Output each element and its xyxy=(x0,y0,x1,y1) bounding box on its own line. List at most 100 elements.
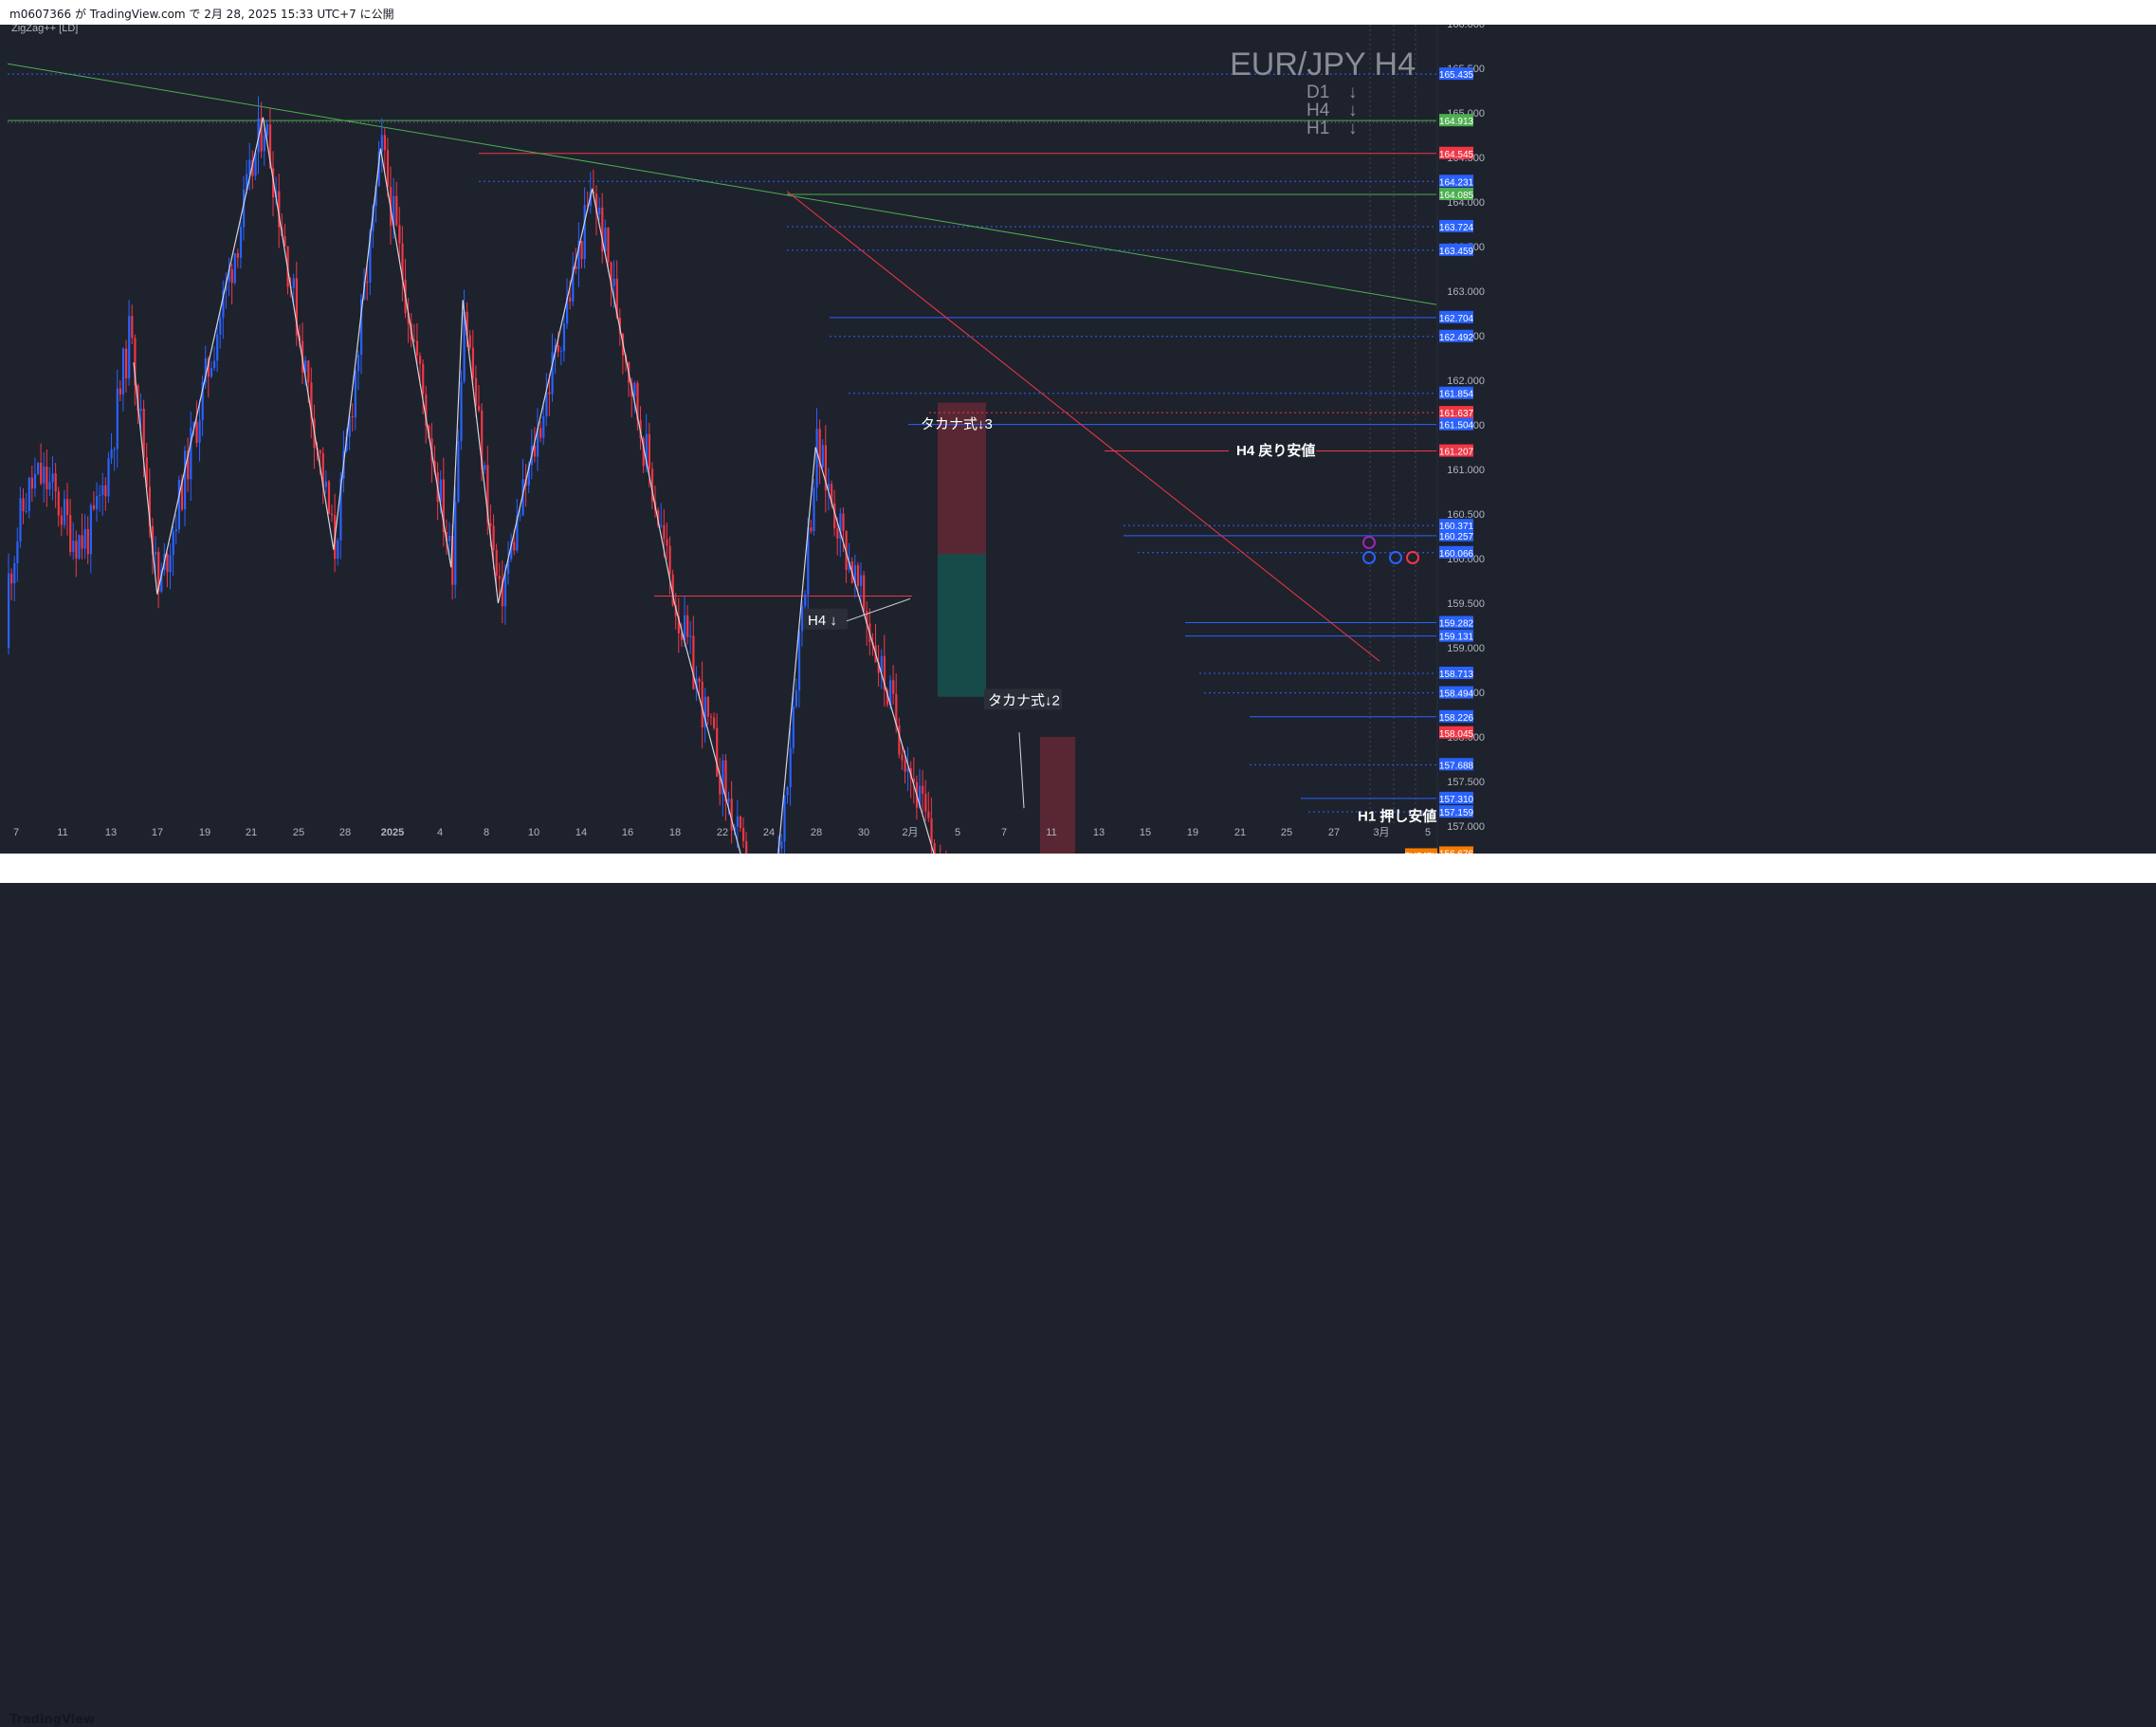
candle-body xyxy=(207,358,210,377)
price-label-box xyxy=(1439,666,1473,679)
candle-body xyxy=(310,382,313,419)
candle-body xyxy=(142,408,145,458)
time-tick: 25 xyxy=(293,827,304,838)
candle-body xyxy=(901,754,904,761)
price-label-box xyxy=(1439,686,1473,699)
time-tick: 16 xyxy=(622,827,633,838)
candle-body xyxy=(557,344,559,352)
candle-body xyxy=(545,392,548,416)
price-label-box xyxy=(1439,219,1473,232)
candle-body xyxy=(842,513,845,531)
candle-body xyxy=(610,262,612,286)
candle-body xyxy=(369,230,372,283)
candle-body xyxy=(507,559,510,575)
candle-body xyxy=(321,453,324,487)
price-label-box xyxy=(1439,67,1473,81)
symbol-tag xyxy=(1405,848,1437,854)
time-tick: 5 xyxy=(1425,827,1431,838)
candle-body xyxy=(113,449,116,450)
candle-body xyxy=(572,266,575,302)
price-label-box xyxy=(1439,386,1473,399)
price-label-text: 157.310 xyxy=(1439,795,1474,805)
candle-body xyxy=(86,528,89,555)
candle-body xyxy=(569,297,572,302)
settings-icon xyxy=(1389,551,1402,564)
time-tick: 19 xyxy=(199,827,210,838)
candle-body xyxy=(166,554,169,573)
candle-body xyxy=(689,635,692,637)
candle-body xyxy=(783,795,786,842)
candle-body xyxy=(213,360,216,369)
time-tick: 2月 xyxy=(902,827,918,838)
candle-body xyxy=(877,662,880,673)
candle-body xyxy=(101,485,104,495)
candle-body xyxy=(810,527,813,532)
candle-body xyxy=(151,525,155,555)
candle-body xyxy=(356,355,360,372)
candle-body xyxy=(589,191,592,206)
candle-body xyxy=(542,415,545,438)
price-label-text: 161.637 xyxy=(1439,409,1474,419)
candle-body xyxy=(69,514,72,553)
candle-body xyxy=(795,689,797,707)
candle-body xyxy=(260,118,263,152)
candle-body xyxy=(703,696,706,727)
trend-lines xyxy=(7,63,1437,662)
time-tick: 7 xyxy=(1001,827,1007,838)
candle-body xyxy=(904,760,906,772)
candle-body xyxy=(924,793,927,812)
candle-body xyxy=(40,463,43,484)
time-tick: 10 xyxy=(528,827,539,838)
candle-body xyxy=(471,347,474,378)
candle-body xyxy=(422,363,425,395)
time-tick: 22 xyxy=(717,827,728,838)
candle-body xyxy=(698,678,701,682)
candle-body xyxy=(25,510,27,512)
candle-body xyxy=(663,524,666,540)
candle-body xyxy=(845,530,848,570)
candle-body xyxy=(516,515,519,551)
candle-body xyxy=(933,842,936,854)
candle-body xyxy=(433,460,436,473)
candle-body xyxy=(821,445,824,468)
candle-body xyxy=(99,494,101,497)
candle-body xyxy=(495,549,498,577)
candle-body xyxy=(650,468,654,502)
candle-body xyxy=(639,419,642,439)
price-label-text: 160.066 xyxy=(1439,549,1474,560)
candle-body xyxy=(415,340,419,357)
candle-body xyxy=(96,496,99,509)
candle-body xyxy=(360,299,363,356)
time-tick: 3月 xyxy=(1373,827,1389,838)
candle-body xyxy=(393,195,395,226)
candle-body xyxy=(377,151,380,187)
candle-body xyxy=(736,816,739,827)
candle-body xyxy=(22,498,25,512)
candle-body xyxy=(727,799,730,801)
candle-body xyxy=(519,515,521,517)
candle-body xyxy=(539,428,542,438)
price-label-box xyxy=(1439,114,1473,127)
candle-body xyxy=(348,415,351,437)
price-labels: 165.435 164.913 164.545 164.231 164.085 163.7… xyxy=(1362,67,1474,854)
price-label-text: 160.371 xyxy=(1439,522,1474,532)
candle-body xyxy=(233,252,236,284)
price-tick: 162.000 xyxy=(1447,376,1485,387)
risk-zone xyxy=(938,402,986,555)
price-label-text: 164.231 xyxy=(1439,177,1474,188)
candle-body xyxy=(107,458,110,497)
candle-body xyxy=(815,429,818,487)
candle-body xyxy=(116,388,119,450)
candle-body xyxy=(395,195,398,226)
candle-body xyxy=(327,481,331,514)
price-label-box xyxy=(1439,758,1473,771)
candle-body xyxy=(831,484,833,504)
price-label-text: 164.085 xyxy=(1439,191,1474,201)
candle-body xyxy=(612,278,615,286)
candle-body xyxy=(481,410,484,470)
candle-body xyxy=(184,450,187,510)
candle-body xyxy=(922,785,924,794)
last-price-box xyxy=(1439,846,1473,854)
candle-body xyxy=(824,445,827,491)
